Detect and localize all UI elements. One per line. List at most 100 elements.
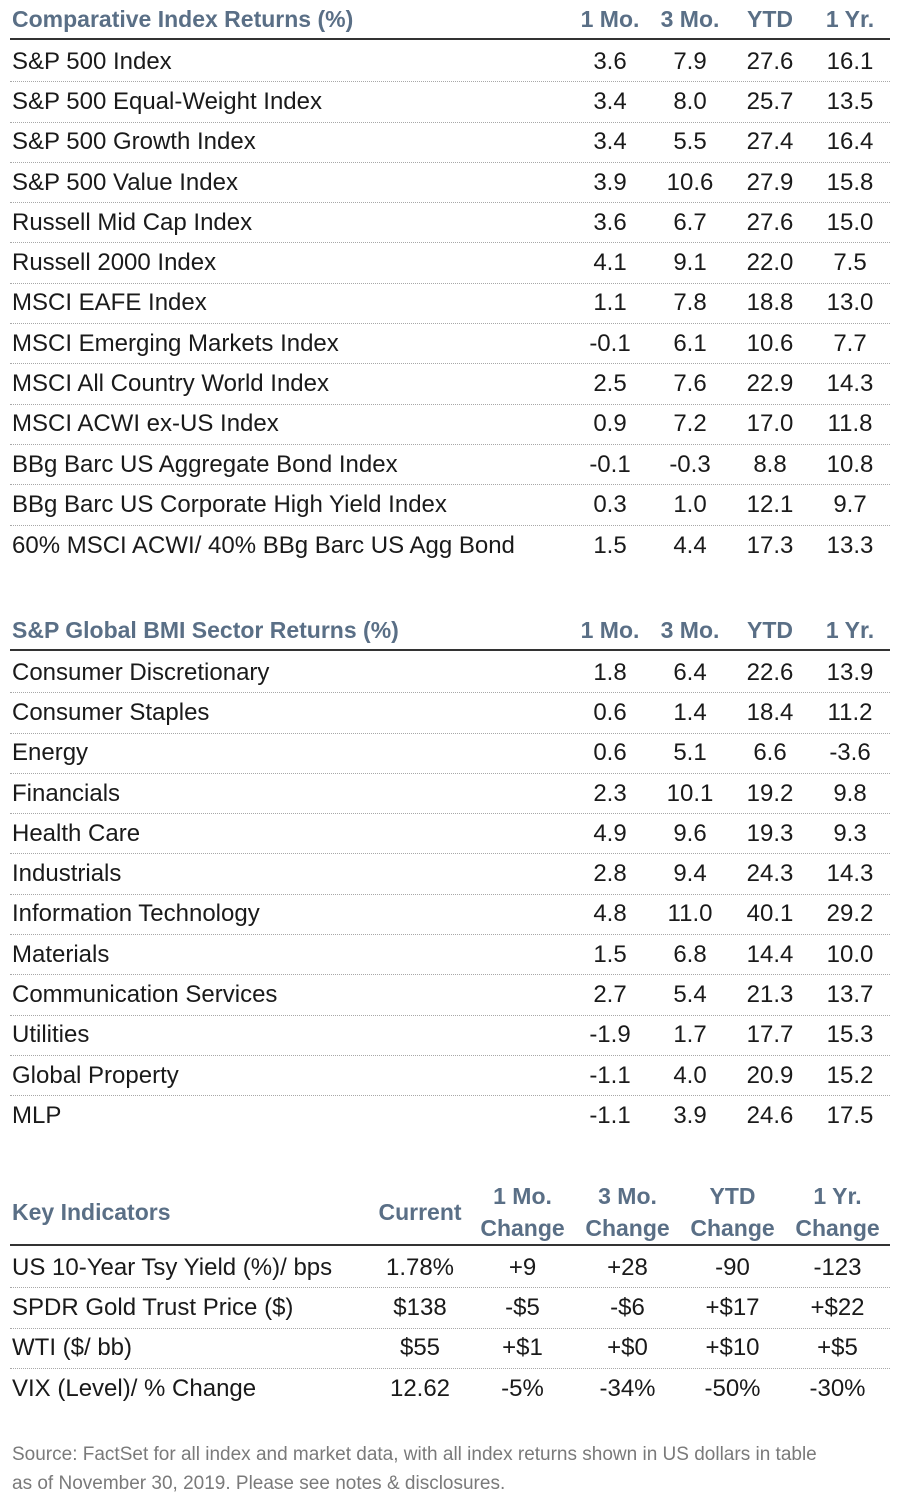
row-label: Financials	[12, 779, 121, 807]
row-value: 22.9	[746, 370, 794, 398]
table-row: SPDR Gold Trust Price ($) $138 -$5 -$6 +$17 +…	[10, 1288, 890, 1329]
row-value: 3.9	[673, 1102, 707, 1130]
table-row: Communication Services 2.7 5.4 21.3 13.7	[10, 975, 890, 1016]
row-label: VIX (Level)/ % Change	[12, 1375, 257, 1403]
row-value: 16.1	[826, 47, 874, 75]
table-row: WTI ($/ bb) $55 +$1 +$0 +$10 +$5	[10, 1329, 890, 1369]
row-value: +28	[607, 1253, 648, 1281]
row-value: -$5	[505, 1293, 540, 1321]
row-value: 11.8	[827, 410, 873, 438]
row-value: -90	[715, 1253, 750, 1281]
row-value: -0.1	[589, 329, 631, 357]
row-label: Utilities	[12, 1021, 90, 1049]
row-value: 3.4	[593, 128, 627, 156]
indicators-body: US 10-Year Tsy Yield (%)/ bps 1.78% +9 +28 -…	[10, 1246, 890, 1409]
row-value: 0.3	[593, 490, 627, 518]
row-value: 10.8	[826, 450, 874, 478]
row-label: Information Technology	[12, 900, 260, 928]
row-value: 0.6	[593, 739, 627, 767]
row-value: 8.8	[753, 450, 787, 478]
col-header-ytd-change: YTD Change	[690, 1183, 775, 1241]
row-value: 15.3	[826, 1021, 874, 1049]
row-value: 4.0	[673, 1061, 707, 1089]
row-value: +$10	[705, 1334, 760, 1362]
row-value: 11.2	[827, 698, 873, 726]
row-value: 1.1	[593, 289, 627, 317]
comparative-header: Comparative Index Returns (%) 1 Mo. 3 Mo…	[10, 0, 890, 40]
row-value: 13.9	[826, 658, 874, 686]
row-value: -1.9	[589, 1021, 631, 1049]
row-value: 18.8	[746, 289, 794, 317]
row-value: 19.2	[746, 779, 794, 807]
row-value: +$22	[810, 1293, 865, 1321]
row-value: 3.6	[593, 208, 627, 236]
col-header-3mo: 3 Mo.	[660, 616, 720, 643]
row-label: MSCI Emerging Markets Index	[12, 329, 339, 357]
row-label: WTI ($/ bb)	[12, 1334, 133, 1362]
row-value: 25.7	[746, 87, 794, 115]
row-value: 10.6	[746, 329, 794, 357]
row-value: -3.6	[829, 739, 871, 767]
table-row: Russell 2000 Index 4.1 9.1 22.0 7.5	[10, 243, 890, 284]
row-value: 10.0	[826, 940, 874, 968]
col-header-1yr: 1 Yr.	[825, 616, 875, 643]
table-title: S&P Global BMI Sector Returns (%)	[12, 616, 399, 643]
indicators-header: Key Indicators Current 1 Mo. Change 3 Mo…	[10, 1180, 890, 1246]
row-value: -1.1	[589, 1102, 631, 1130]
row-value: -50%	[704, 1375, 761, 1403]
row-label: US 10-Year Tsy Yield (%)/ bps	[12, 1253, 333, 1281]
row-value: 17.7	[746, 1021, 794, 1049]
row-value: 7.5	[833, 249, 867, 277]
row-value: +$5	[817, 1334, 858, 1362]
table-row: Materials 1.5 6.8 14.4 10.0	[10, 935, 890, 976]
table-row: S&P 500 Index 3.6 7.9 27.6 16.1	[10, 42, 890, 83]
table-row: S&P 500 Growth Index 3.4 5.5 27.4 16.4	[10, 123, 890, 163]
row-value: 5.5	[673, 128, 707, 156]
row-value: 6.7	[673, 208, 707, 236]
row-value: -0.1	[589, 450, 631, 478]
table-row: MSCI All Country World Index 2.5 7.6 22.9 14…	[10, 364, 890, 405]
row-value: 24.6	[746, 1102, 794, 1130]
row-value: 7.7	[833, 329, 867, 357]
row-label: MSCI ACWI ex-US Index	[12, 410, 279, 438]
key-indicators-table: Key Indicators Current 1 Mo. Change 3 Mo…	[10, 1180, 890, 1409]
table-row: Russell Mid Cap Index 3.6 6.7 27.6 15.0	[10, 203, 890, 244]
row-value: 24.3	[746, 860, 794, 888]
sector-header: S&P Global BMI Sector Returns (%) 1 Mo. …	[10, 611, 890, 651]
row-value: 13.0	[826, 289, 874, 317]
row-value: -30%	[809, 1375, 866, 1403]
row-value: 9.1	[673, 249, 707, 277]
col-header-ytd: YTD	[747, 616, 793, 643]
table-row: Health Care 4.9 9.6 19.3 9.3	[10, 814, 890, 855]
row-label: Materials	[12, 940, 110, 968]
table-row: BBg Barc US Corporate High Yield Index 0.…	[10, 485, 890, 526]
row-value: 5.1	[673, 739, 707, 767]
table-row: Global Property -1.1 4.0 20.9 15.2	[10, 1056, 890, 1097]
table-row: US 10-Year Tsy Yield (%)/ bps 1.78% +9 +28 -…	[10, 1248, 890, 1289]
row-value: 13.5	[826, 87, 874, 115]
row-value: 27.6	[746, 47, 794, 75]
row-value: 13.7	[826, 981, 874, 1009]
row-value: 0.6	[593, 698, 627, 726]
row-label: Russell Mid Cap Index	[12, 208, 253, 236]
row-value: 7.2	[673, 410, 707, 438]
row-value: 1.4	[673, 698, 707, 726]
row-value: 10.6	[666, 168, 714, 196]
row-value: 17.3	[746, 531, 794, 559]
row-value: 1.0	[673, 490, 707, 518]
row-value: 3.4	[593, 87, 627, 115]
row-value: +$17	[705, 1293, 760, 1321]
row-label: Consumer Discretionary	[12, 658, 270, 686]
row-value: 7.9	[673, 47, 707, 75]
row-value: 4.9	[593, 819, 627, 847]
row-label: MSCI All Country World Index	[12, 370, 330, 398]
row-value: 22.6	[746, 658, 794, 686]
row-value: 2.8	[593, 860, 627, 888]
row-label: BBg Barc US Aggregate Bond Index	[12, 450, 398, 478]
col-header-1yr-change: 1 Yr. Change	[795, 1183, 880, 1241]
row-value: -0.3	[669, 450, 711, 478]
table-row: MSCI ACWI ex-US Index 0.9 7.2 17.0 11.8	[10, 405, 890, 445]
row-value: 15.8	[826, 168, 874, 196]
row-value: +$1	[502, 1334, 543, 1362]
row-value: 0.9	[593, 410, 627, 438]
